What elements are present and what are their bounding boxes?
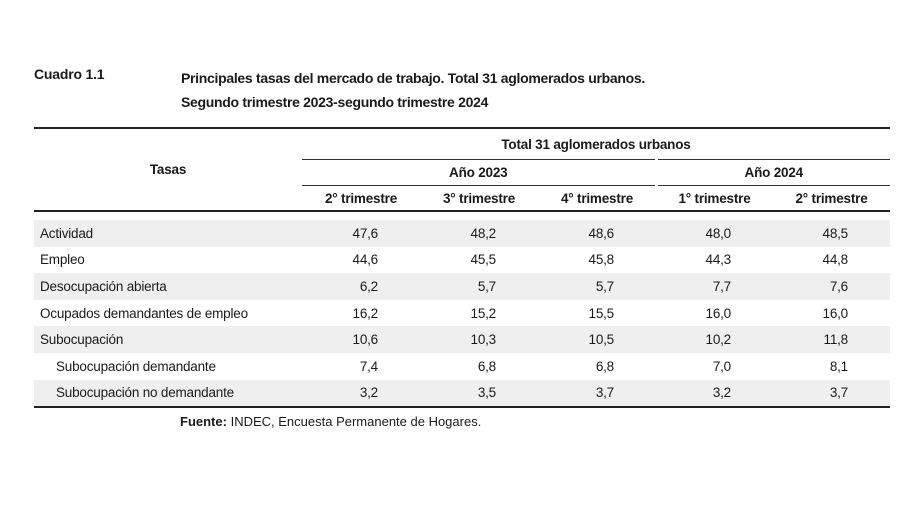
quarter-header: 1° trimestre	[656, 185, 773, 212]
cell-value: 15,2	[470, 305, 497, 321]
cell-value: 3,7	[773, 379, 890, 409]
cell-value: 5,7	[420, 273, 538, 300]
cell-value: 6,8	[477, 358, 496, 374]
row-label: Empleo	[40, 252, 85, 268]
cell-value: 16,2	[352, 305, 379, 321]
source-label: Fuente:	[180, 414, 227, 429]
cell-value: 48,5	[773, 220, 890, 247]
year-header-2024: Año 2024	[654, 159, 890, 186]
table-title: Principales tasas del mercado de trabajo…	[181, 66, 645, 114]
title-line-2: Segundo trimestre 2023-segundo trimestre…	[181, 94, 489, 110]
quarter-header: 2° trimestre	[773, 185, 890, 212]
cell-value: 16,0	[822, 305, 849, 321]
source-text: INDEC, Encuesta Permanente de Hogares.	[230, 414, 482, 429]
source-note: Fuente: INDEC, Encuesta Permanente de Ho…	[180, 414, 481, 429]
row-label: Subocupación demandante	[56, 358, 216, 374]
row-label: Subocupación no demandante	[34, 379, 302, 409]
cell-value: 3,2	[302, 379, 420, 409]
cell-value: 48,2	[420, 220, 538, 247]
cell-value: 10,2	[656, 326, 773, 353]
year-header-2023: Año 2023	[302, 159, 656, 186]
table-number: Cuadro 1.1	[34, 66, 105, 82]
table-row: Subocupación 10,6 10,3 10,5 10,2 11,8	[34, 326, 890, 353]
table-row: Desocupación abierta 6,2 5,7 5,7 7,7 7,6	[34, 273, 890, 300]
cell-value: 48,0	[656, 220, 773, 247]
row-label: Desocupación abierta	[34, 273, 302, 300]
cell-value: 7,0	[712, 358, 731, 374]
table-row: Ocupados demandantes de empleo 16,2 15,2…	[34, 300, 890, 327]
table-row: Subocupación no demandante 3,2 3,5 3,7 3…	[34, 379, 890, 409]
cell-value: 5,7	[538, 273, 656, 300]
quarter-header: 2° trimestre	[302, 185, 420, 212]
cell-value: 45,5	[470, 252, 497, 268]
table-row: Empleo 44,6 45,5 45,8 44,3 44,8	[34, 247, 890, 274]
quarter-header: 4° trimestre	[538, 185, 656, 212]
cell-value: 47,6	[302, 220, 420, 247]
cell-value: 8,1	[829, 358, 848, 374]
cell-value: 10,5	[538, 326, 656, 353]
cell-value: 16,0	[705, 305, 732, 321]
row-label: Subocupación	[34, 326, 302, 353]
quarter-header: 3° trimestre	[420, 185, 538, 212]
cell-value: 10,6	[302, 326, 420, 353]
cell-value: 7,4	[359, 358, 378, 374]
cell-value: 6,8	[595, 358, 614, 374]
cell-value: 10,3	[420, 326, 538, 353]
cell-value: 44,3	[705, 252, 732, 268]
labor-rates-table: Tasas Total 31 aglomerados urbanos Año 2…	[34, 127, 890, 409]
row-header-tasas: Tasas	[34, 127, 302, 212]
cell-value: 45,8	[588, 252, 615, 268]
cell-value: 15,5	[588, 305, 615, 321]
cell-value: 44,6	[352, 252, 379, 268]
cell-value: 3,5	[420, 379, 538, 409]
cell-value: 6,2	[302, 273, 420, 300]
table-row: Subocupación demandante 7,4 6,8 6,8 7,0 …	[34, 353, 890, 380]
group-header: Total 31 aglomerados urbanos	[302, 127, 890, 160]
cell-value: 7,7	[656, 273, 773, 300]
title-line-1: Principales tasas del mercado de trabajo…	[181, 70, 645, 86]
cell-value: 7,6	[773, 273, 890, 300]
cell-value: 3,2	[656, 379, 773, 409]
row-label: Ocupados demandantes de empleo	[40, 305, 248, 321]
cell-value: 44,8	[822, 252, 849, 268]
row-label: Actividad	[34, 220, 302, 247]
cell-value: 11,8	[773, 326, 890, 353]
table-row: Actividad 47,6 48,2 48,6 48,0 48,5	[34, 220, 890, 247]
cell-value: 3,7	[538, 379, 656, 409]
cell-value: 48,6	[538, 220, 656, 247]
